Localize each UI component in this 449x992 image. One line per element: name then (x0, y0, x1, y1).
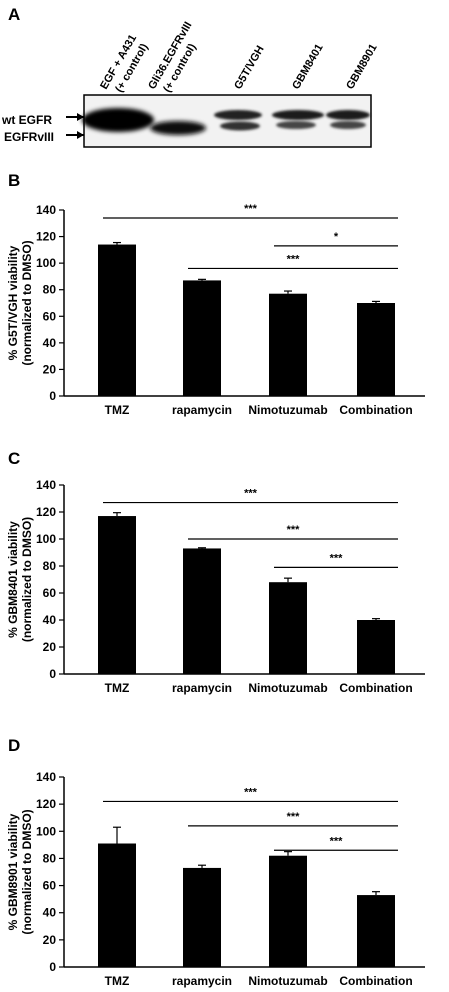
lane-label-gbm8901: GBM8901 (344, 42, 379, 91)
chart-d-y-tick-label: 100 (36, 824, 56, 838)
chart-d-bar-nimotuzumab (269, 855, 307, 967)
chart-d-y-tick-label: 120 (36, 797, 56, 811)
band-label-wt-egfr: wt EGFR (1, 113, 52, 127)
western-blot: wt EGFR EGFRvIII (1, 94, 372, 148)
chart-c-category-label: TMZ (105, 681, 130, 695)
chart-d-y-tick-label: 0 (49, 960, 56, 974)
lane-label-g5t-vgh: G5T/VGH (232, 44, 267, 92)
chart-c-y-tick-label: 20 (43, 640, 57, 654)
chart-d-significance-label: *** (244, 786, 258, 798)
band-arrow-wt-icon (66, 113, 84, 121)
band-label-egfrviii: EGFRvIII (4, 130, 54, 144)
band-lane3-viii (220, 121, 260, 131)
chart-c-y-tick-label: 60 (43, 586, 57, 600)
chart-b-significance-label: * (334, 231, 339, 243)
chart-b-y-tick-label: 100 (36, 256, 56, 270)
chart-b-bar-rapamycin (183, 280, 221, 396)
chart-d: D 0 20 40 60 80 100 120 140 % GBM8901 viability (n… (6, 736, 425, 988)
chart-c-category-label: rapamycin (172, 681, 232, 695)
chart-d-letter: D (8, 736, 20, 755)
chart-c-significance-label: *** (330, 552, 344, 564)
chart-b-y-tick-label: 140 (36, 203, 56, 217)
chart-d-significance-label: *** (287, 811, 301, 823)
band-lane4-viii (276, 121, 316, 129)
band-lane5-viii (330, 121, 366, 129)
chart-c-y-tick-label: 40 (43, 613, 57, 627)
chart-d-bar-tmz (98, 843, 136, 967)
chart-c-bar-nimotuzumab (269, 582, 307, 674)
chart-d-y-tick-label: 80 (43, 851, 57, 865)
chart-c-y-tick-label: 120 (36, 505, 56, 519)
band-lane5-wt (326, 110, 370, 120)
band-lane3-wt (214, 110, 262, 120)
band-lane4-wt (272, 110, 324, 120)
chart-b-category-label: rapamycin (172, 403, 232, 417)
chart-b-bar-tmz (98, 244, 136, 396)
chart-d-bar-rapamycin (183, 867, 221, 967)
chart-c-y-tick-label: 100 (36, 532, 56, 546)
chart-c-y-tick-label: 0 (49, 667, 56, 681)
chart-d-category-label: rapamycin (172, 974, 232, 988)
chart-c-ylabel-line1: % GBM8401 viability (6, 521, 20, 638)
chart-b-letter: B (8, 171, 20, 190)
lane-label-gbm8401: GBM8401 (290, 42, 325, 91)
lane-labels: EGF + A431 (+ control) Gli36.EGFRvIII (+… (98, 20, 379, 95)
chart-d-category-label: Nimotuzumab (248, 974, 327, 988)
chart-d-y-tick-label: 60 (43, 879, 57, 893)
chart-b-bar-combination (357, 303, 395, 396)
chart-d-bar-combination (357, 895, 395, 967)
chart-c-bar-tmz (98, 516, 136, 674)
chart-d-y-tick-label: 20 (43, 933, 57, 947)
band-lane1-wt (82, 108, 154, 132)
chart-b-y-tick-label: 60 (43, 309, 57, 323)
chart-b-bar-nimotuzumab (269, 293, 307, 396)
chart-d-ylabel-line1: % GBM8901 viability (6, 813, 20, 930)
chart-c-bar-rapamycin (183, 548, 221, 674)
chart-b-significance-label: *** (244, 203, 258, 215)
chart-b-category-label: Nimotuzumab (248, 403, 327, 417)
chart-b-y-tick-label: 20 (43, 362, 57, 376)
chart-c-significance-label: *** (287, 524, 301, 536)
chart-c: C 0 20 40 60 80 100 120 140 % GBM8401 viability (n… (6, 449, 425, 695)
chart-d-y-tick-label: 140 (36, 770, 56, 784)
chart-b-y-tick-label: 120 (36, 230, 56, 244)
band-arrow-viii-icon (66, 131, 84, 139)
chart-d-category-label: Combination (339, 974, 412, 988)
chart-d-significance-label: *** (330, 835, 344, 847)
chart-d-ylabel-line2: (normalized to DMSO) (20, 809, 34, 934)
chart-b-ylabel-line1: % G5T/VGH viability (6, 245, 20, 360)
chart-b-significance-label: *** (287, 253, 301, 265)
chart-c-bar-combination (357, 620, 395, 674)
chart-b-category-label: TMZ (105, 403, 130, 417)
blot-bands (82, 108, 370, 135)
chart-b-ylabel-line2: (normalized to DMSO) (20, 240, 34, 365)
chart-c-category-label: Combination (339, 681, 412, 695)
chart-b-category-label: Combination (339, 403, 412, 417)
chart-d-y-tick-label: 40 (43, 906, 57, 920)
chart-b-y-tick-label: 40 (43, 336, 57, 350)
chart-b-y-tick-label: 80 (43, 283, 57, 297)
chart-c-ylabel-line2: (normalized to DMSO) (20, 517, 34, 642)
chart-c-category-label: Nimotuzumab (248, 681, 327, 695)
chart-c-y-tick-label: 140 (36, 478, 56, 492)
chart-c-significance-label: *** (244, 488, 258, 500)
chart-b-y-tick-label: 0 (49, 389, 56, 403)
band-lane2-viii (150, 121, 206, 135)
panel-letter-a: A (8, 5, 20, 24)
chart-c-y-tick-label: 80 (43, 559, 57, 573)
chart-c-letter: C (8, 449, 20, 468)
chart-b: B 0 20 40 60 80 100 120 140 % G5T/VGH viability (n… (6, 171, 425, 417)
chart-d-category-label: TMZ (105, 974, 130, 988)
